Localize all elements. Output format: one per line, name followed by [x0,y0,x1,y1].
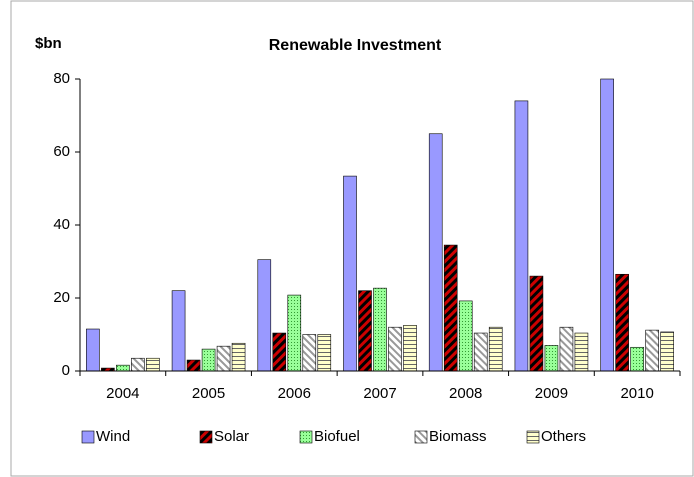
y-tick-label: 80 [53,70,70,87]
bar [201,348,216,372]
bar [131,357,145,372]
legend-swatch [81,430,95,444]
frame [10,0,694,477]
legend-label: Biofuel [314,428,360,445]
bar [660,331,674,372]
bar [287,294,302,372]
legend-swatch [526,430,540,444]
bar [600,78,614,372]
legend-swatch [414,430,428,444]
bar [443,244,458,372]
legend-swatch [299,430,313,444]
bar [373,287,387,372]
legend-label: Biomass [429,428,487,445]
bar [615,273,629,372]
y-axis-title: $bn [35,35,62,52]
x-tick-label: 2008 [449,385,482,402]
y-tick-label: 60 [53,143,70,160]
legend-label: Wind [96,428,130,445]
bar [574,332,589,372]
bar [116,364,130,372]
x-tick-label: 2009 [535,385,568,402]
bar [272,332,287,372]
legend-label: Solar [214,428,249,445]
bar [645,329,659,372]
bar [171,290,186,372]
x-tick-label: 2007 [363,385,396,402]
bar [343,175,357,372]
y-tick-label: 0 [62,362,70,379]
y-tick-label: 40 [53,216,70,233]
bar [257,259,272,372]
bar [403,325,417,372]
bar [544,345,559,372]
bar [216,345,231,372]
chart-title: Renewable Investment [269,37,442,54]
bar [186,359,201,372]
bar [388,326,402,372]
bar [231,342,246,372]
bar [302,334,317,372]
bar [488,326,503,372]
bar [559,326,574,372]
bar [458,300,473,372]
legend-swatch [199,430,213,444]
x-tick-label: 2006 [278,385,311,402]
x-tick-label: 2010 [620,385,653,402]
bar [514,100,529,372]
bar [529,275,544,372]
bar [146,357,160,372]
bar [630,346,644,372]
legend-label: Others [541,428,586,445]
bar [358,290,372,372]
x-tick-label: 2005 [192,385,225,402]
bar [86,328,100,372]
x-tick-label: 2004 [106,385,139,402]
y-tick-label: 20 [53,289,70,306]
bar [317,334,332,372]
bar [473,332,488,372]
bar [428,133,443,372]
